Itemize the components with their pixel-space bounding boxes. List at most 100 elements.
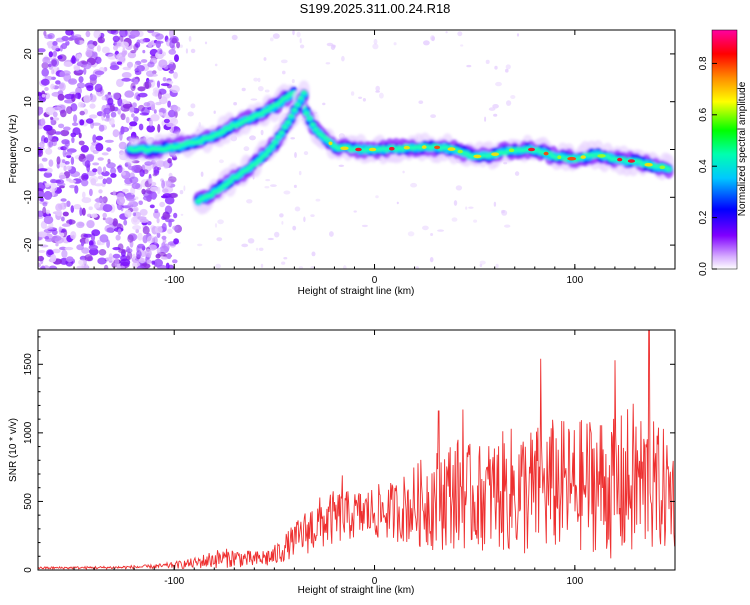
- noise-speckle: [430, 233, 434, 236]
- noise-speckle: [466, 64, 472, 68]
- noise-speckle: [108, 253, 113, 261]
- noise-speckle: [76, 82, 86, 89]
- noise-speckle: [129, 106, 135, 113]
- noise-speckle: [113, 45, 118, 51]
- noise-speckle: [150, 186, 159, 192]
- noise-speckle: [60, 129, 70, 137]
- noise-speckle: [50, 58, 60, 67]
- noise-speckle: [294, 206, 301, 212]
- noise-speckle: [106, 239, 110, 249]
- snr-y-tick-label: 0: [23, 567, 34, 573]
- noise-speckle: [98, 249, 107, 256]
- noise-speckle: [485, 59, 490, 64]
- noise-speckle: [430, 35, 435, 41]
- noise-speckle: [62, 211, 69, 217]
- noise-speckle: [165, 218, 175, 223]
- noise-speckle: [40, 265, 46, 269]
- spectrogram-x-tick-label: -100: [164, 275, 184, 286]
- noise-speckle: [372, 43, 379, 50]
- noise-speckle: [81, 61, 89, 65]
- noise-speckle: [151, 260, 155, 265]
- noise-speckle: [246, 199, 253, 204]
- noise-speckle: [64, 99, 74, 104]
- hot-spot: [659, 165, 666, 170]
- signal-blob: [262, 151, 269, 157]
- spectrogram-y-tick-label: -20: [23, 237, 34, 252]
- noise-speckle: [375, 85, 381, 92]
- noise-speckle: [105, 217, 114, 225]
- noise-speckle: [94, 202, 100, 209]
- noise-speckle: [58, 226, 62, 232]
- noise-speckle: [104, 139, 114, 143]
- noise-speckle: [264, 89, 270, 93]
- noise-speckle: [429, 257, 434, 263]
- noise-speckle: [68, 219, 73, 225]
- noise-speckle: [214, 63, 218, 67]
- noise-speckle: [253, 77, 259, 82]
- noise-speckle: [167, 228, 173, 234]
- noise-speckle: [250, 98, 258, 101]
- noise-speckle: [215, 263, 222, 269]
- noise-speckle: [96, 45, 101, 52]
- noise-speckle: [136, 265, 145, 269]
- noise-speckle: [152, 173, 157, 177]
- noise-speckle: [89, 188, 93, 197]
- noise-speckle: [153, 210, 161, 219]
- noise-speckle: [267, 237, 274, 241]
- noise-speckle: [78, 76, 84, 83]
- noise-speckle: [59, 71, 66, 78]
- noise-speckle: [503, 161, 508, 165]
- noise-speckle: [298, 170, 302, 176]
- noise-speckle: [78, 140, 85, 146]
- hot-spot: [491, 152, 499, 156]
- noise-speckle: [79, 119, 85, 126]
- noise-speckle: [274, 231, 280, 238]
- hot-spot: [421, 145, 427, 149]
- noise-speckle: [45, 148, 53, 155]
- noise-speckle: [129, 121, 138, 127]
- noise-speckle: [125, 116, 130, 124]
- noise-speckle: [161, 180, 166, 189]
- noise-speckle: [329, 231, 334, 237]
- noise-speckle: [58, 83, 65, 89]
- noise-speckle: [294, 152, 297, 158]
- noise-speckle: [84, 254, 93, 262]
- hot-spot: [528, 147, 535, 152]
- noise-speckle: [59, 45, 63, 52]
- noise-speckle: [71, 136, 75, 144]
- noise-speckle: [117, 228, 122, 235]
- noise-speckle: [453, 200, 458, 206]
- noise-speckle: [167, 264, 174, 269]
- noise-speckle: [473, 219, 478, 223]
- noise-speckle: [138, 257, 146, 264]
- noise-speckle: [56, 104, 66, 110]
- signal-blob: [665, 166, 672, 172]
- noise-speckle: [153, 236, 158, 245]
- noise-speckle: [137, 232, 143, 241]
- noise-speckle: [119, 30, 128, 38]
- noise-speckle: [52, 235, 62, 242]
- noise-speckle: [76, 53, 82, 59]
- noise-speckle: [281, 221, 284, 225]
- noise-speckle: [38, 191, 45, 198]
- noise-speckle: [94, 83, 103, 93]
- noise-speckle: [157, 48, 163, 55]
- noise-speckle: [281, 261, 286, 265]
- noise-speckle: [38, 106, 44, 115]
- signal-blob: [297, 95, 304, 101]
- noise-speckle: [158, 59, 168, 68]
- noise-speckle: [86, 44, 96, 49]
- noise-speckle: [48, 141, 53, 148]
- noise-speckle: [132, 216, 138, 223]
- noise-speckle: [231, 34, 238, 41]
- noise-speckle: [97, 36, 105, 44]
- noise-speckle: [495, 81, 502, 87]
- noise-speckle: [410, 182, 418, 188]
- noise-speckle: [112, 190, 116, 196]
- hot-spot: [617, 157, 623, 162]
- noise-speckle: [66, 165, 72, 170]
- noise-speckle: [69, 184, 76, 189]
- noise-speckle: [74, 185, 79, 194]
- noise-speckle: [155, 33, 164, 40]
- noise-speckle: [70, 171, 81, 178]
